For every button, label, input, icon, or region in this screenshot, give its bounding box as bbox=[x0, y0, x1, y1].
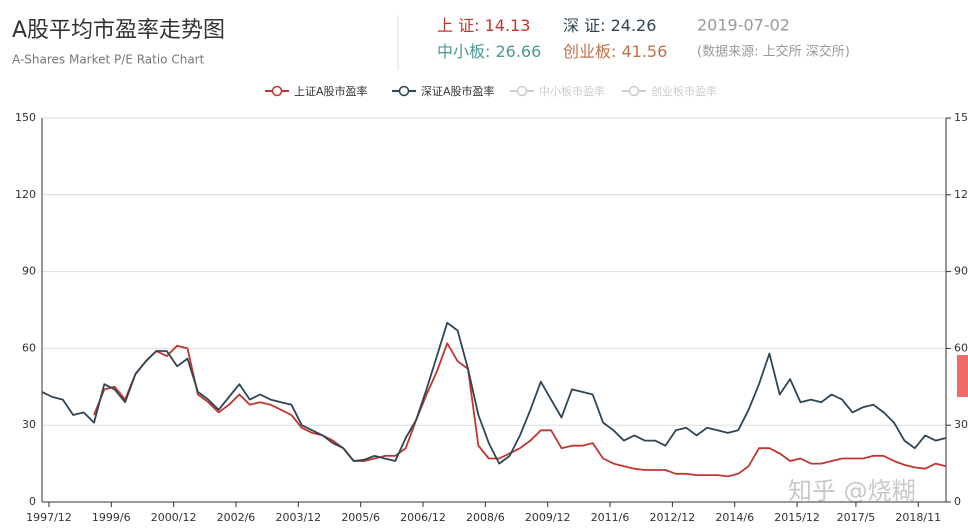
stat-label: 深 证: bbox=[563, 16, 611, 35]
x-tick-label: 2002/6 bbox=[217, 511, 256, 524]
stat-value: 24.26 bbox=[611, 16, 657, 35]
stat-value: 26.66 bbox=[495, 42, 541, 61]
legend-marker bbox=[398, 85, 410, 97]
chart-title: A股平均市盈率走势图 bbox=[12, 18, 225, 43]
y2-tick-label: 30 bbox=[954, 418, 968, 431]
y-tick-label: 120 bbox=[15, 188, 36, 201]
x-tick-label: 2012/12 bbox=[650, 511, 696, 524]
x-tick-label: 1999/6 bbox=[92, 511, 131, 524]
y-tick-label: 60 bbox=[22, 341, 36, 354]
stat: 中小板: 26.66 bbox=[437, 42, 541, 61]
x-tick-label: 1997/12 bbox=[26, 511, 72, 524]
y-tick-label: 30 bbox=[22, 418, 36, 431]
x-tick-label: 2018/11 bbox=[895, 511, 941, 524]
legend-marker bbox=[516, 85, 528, 97]
x-tick-label: 2006/12 bbox=[400, 511, 446, 524]
x-tick-label: 2011/6 bbox=[591, 511, 630, 524]
y-tick-label: 90 bbox=[22, 265, 36, 278]
x-tick-label: 2008/6 bbox=[466, 511, 505, 524]
stat-value: 14.13 bbox=[485, 16, 531, 35]
stat-value: 41.56 bbox=[621, 42, 667, 61]
legend-label: 深证A股市盈率 bbox=[421, 84, 495, 98]
legend-label: 上证A股市盈率 bbox=[294, 84, 368, 98]
chart-subtitle: A-Shares Market P/E Ratio Chart bbox=[12, 53, 205, 67]
x-tick-label: 2003/12 bbox=[275, 511, 321, 524]
y2-tick-label: 150 bbox=[954, 111, 968, 124]
x-tick-label: 2014/6 bbox=[715, 511, 754, 524]
series-line bbox=[93, 342, 947, 478]
stat: 上 证: 14.13 bbox=[437, 16, 530, 35]
stat: 创业板: 41.56 bbox=[563, 42, 667, 61]
side-tab bbox=[957, 355, 968, 397]
y-tick-label: 0 bbox=[29, 495, 36, 508]
x-tick-label: 2015/12 bbox=[774, 511, 820, 524]
source: (数据来源: 上交所 深交所) bbox=[697, 44, 850, 60]
stat-label: 创业板: bbox=[563, 42, 621, 61]
x-tick-label: 2000/12 bbox=[151, 511, 197, 524]
legend-label: 中小板市盈率 bbox=[539, 84, 605, 98]
x-tick-label: 2005/6 bbox=[341, 511, 380, 524]
date: 2019-07-02 bbox=[697, 16, 790, 35]
y-tick-label: 150 bbox=[15, 111, 36, 124]
stat: 深 证: 24.26 bbox=[563, 16, 656, 35]
x-tick-label: 2017/5 bbox=[837, 511, 876, 524]
legend-label: 创业板市盈率 bbox=[651, 84, 717, 98]
y2-tick-label: 60 bbox=[954, 341, 968, 354]
y2-tick-label: 120 bbox=[954, 188, 968, 201]
watermark: 知乎 @烧糊 bbox=[788, 477, 916, 505]
x-tick-label: 2009/12 bbox=[525, 511, 571, 524]
legend-marker bbox=[628, 85, 640, 97]
legend-marker bbox=[271, 85, 283, 97]
stat-label: 上 证: bbox=[437, 16, 485, 35]
series-line bbox=[41, 321, 947, 465]
stat-label: 中小板: bbox=[437, 42, 495, 61]
y2-tick-label: 0 bbox=[954, 495, 961, 508]
y2-tick-label: 90 bbox=[954, 265, 968, 278]
